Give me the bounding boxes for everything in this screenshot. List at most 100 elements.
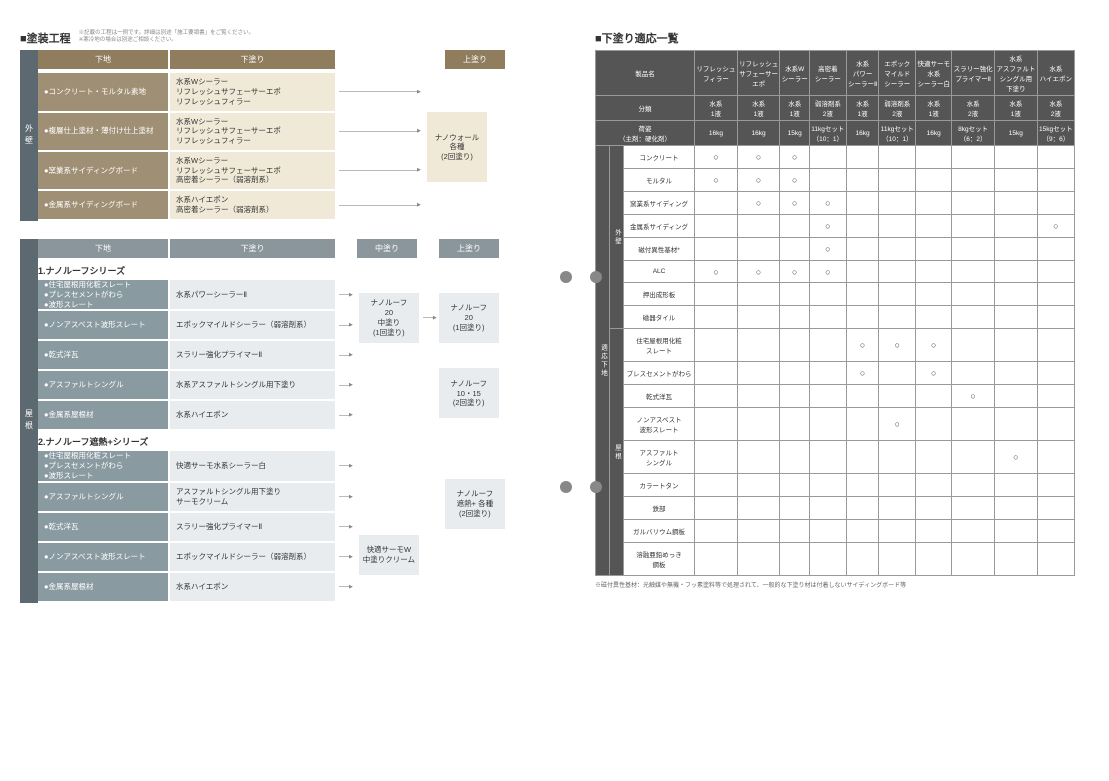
compat-cell	[916, 192, 952, 215]
compat-cell	[916, 261, 952, 283]
table-header: 11kgセット （10：1）	[879, 121, 916, 146]
compat-cell	[1037, 520, 1074, 543]
table-row: 押出成形板	[596, 283, 1075, 306]
compat-cell	[1037, 192, 1074, 215]
substrate-box: ●アスファルトシングル	[38, 483, 168, 511]
substrate-box: ●金属系サイディングボード	[38, 191, 168, 219]
left-subtitle: ※記載の工程は一例です。詳細は別途「施工要領書」をご覧ください。 ※寒冷地の場合…	[79, 30, 254, 44]
compat-cell	[879, 497, 916, 520]
col-substrate-r: 下地	[38, 239, 168, 258]
compat-cell	[809, 169, 846, 192]
table-header: 水系 1液	[846, 96, 879, 121]
compat-cell	[780, 283, 809, 306]
compat-cell	[1037, 329, 1074, 362]
wall-flow: 外壁 下地 下塗り 上塗り ●コンクリート・モルタル素地水系Wシーラーリフレッシ…	[20, 50, 575, 221]
compat-cell	[916, 385, 952, 408]
primer-box: 水系Wシーラーリフレッシュサフェーサーエポリフレッシュフィラー	[170, 73, 335, 110]
table-header: 16kg	[916, 121, 952, 146]
compat-cell: ○	[809, 238, 846, 261]
table-row: ALC○○○○	[596, 261, 1075, 283]
compat-cell	[879, 441, 916, 474]
table-header: 弱溶剤系 2液	[809, 96, 846, 121]
compat-cell	[1037, 283, 1074, 306]
compat-cell	[952, 283, 995, 306]
primer-box: 水系ハイエポン	[170, 401, 335, 429]
table-row: 屋根住宅屋根用化粧 スレート○○○	[596, 329, 1075, 362]
table-row: ノンアスベスト 波形スレート○	[596, 408, 1075, 441]
compat-cell	[916, 169, 952, 192]
compat-cell	[994, 474, 1037, 497]
compat-cell	[994, 362, 1037, 385]
compat-cell: ○	[737, 192, 780, 215]
row-name: 住宅屋根用化粧 スレート	[624, 329, 695, 362]
compat-cell	[879, 192, 916, 215]
table-header: 水系 1液	[737, 96, 780, 121]
compat-cell	[809, 497, 846, 520]
compat-cell	[952, 146, 995, 169]
compat-cell	[994, 543, 1037, 576]
compat-cell	[737, 520, 780, 543]
table-header: 水系 1液	[916, 96, 952, 121]
arrow-icon	[337, 113, 427, 150]
compat-cell	[1037, 306, 1074, 329]
compat-cell	[809, 474, 846, 497]
table-header: 11kgセット （10：1）	[809, 121, 846, 146]
substrate-box: ●複層仕上塗材・薄付け仕上塗材	[38, 113, 168, 150]
compat-cell	[737, 441, 780, 474]
primer-box: 水系ハイエポン	[170, 573, 335, 601]
row-name: 乾式洋瓦	[624, 385, 695, 408]
compat-cell	[780, 441, 809, 474]
compat-cell	[846, 192, 879, 215]
midcoat-box: ナノルーフ20中塗り(1回塗り)	[359, 293, 419, 343]
compat-cell	[695, 497, 738, 520]
compat-footnote: ※磁付異性基材：光触媒や無機・フッ素塗料等で処理されて、一般的な下塗り材は付着し…	[595, 580, 1075, 589]
compat-cell	[994, 169, 1037, 192]
roof-flow: 屋根 下地 下塗り 中塗り 上塗り 1.ナノルーフシリーズ ●住宅屋根用化粧スレ…	[20, 239, 575, 603]
compat-cell	[994, 283, 1037, 306]
group-label: 屋根	[610, 329, 624, 576]
primer-box: スラリー強化プライマーⅡ	[170, 513, 335, 541]
compat-cell	[952, 408, 995, 441]
primer-box: 水系ハイエポン高密着シーラー（弱溶剤系）	[170, 191, 335, 219]
compat-cell	[695, 283, 738, 306]
substrate-box: ●住宅屋根用化粧スレート●プレスセメントがわら●波形スレート	[38, 451, 168, 480]
primer-box: スラリー強化プライマーⅡ	[170, 341, 335, 369]
compat-cell	[809, 408, 846, 441]
compat-cell	[737, 306, 780, 329]
table-header: 荷姿 （主剤：硬化剤）	[596, 121, 695, 146]
compat-cell	[1037, 238, 1074, 261]
arrow-icon	[337, 451, 355, 480]
compat-cell	[1037, 497, 1074, 520]
compat-cell	[809, 543, 846, 576]
compat-cell	[1037, 408, 1074, 441]
arrow-icon	[337, 483, 355, 511]
compat-cell	[846, 474, 879, 497]
compat-cell	[952, 543, 995, 576]
compat-cell	[780, 408, 809, 441]
compat-cell: ○	[737, 146, 780, 169]
compat-cell	[952, 261, 995, 283]
compat-cell	[846, 306, 879, 329]
compat-cell	[916, 497, 952, 520]
compat-cell: ○	[1037, 215, 1074, 238]
table-header: リフレッシュ サフェーサー エポ	[737, 51, 780, 96]
compat-cell: ○	[809, 261, 846, 283]
arrow-icon	[337, 371, 355, 399]
dot-pair-1	[560, 270, 602, 288]
table-header: 分類	[596, 96, 695, 121]
row-name: ノンアスベスト 波形スレート	[624, 408, 695, 441]
compat-cell	[1037, 146, 1074, 169]
compat-cell	[809, 441, 846, 474]
compat-cell	[737, 385, 780, 408]
compat-cell	[846, 385, 879, 408]
compat-cell	[780, 474, 809, 497]
compat-cell	[780, 329, 809, 362]
arrow-icon	[337, 341, 355, 369]
compat-cell	[879, 362, 916, 385]
arrow-icon	[337, 191, 427, 219]
compat-cell: ○	[695, 169, 738, 192]
col-substrate: 下地	[38, 50, 168, 69]
compat-cell	[952, 238, 995, 261]
table-header: 水系 アスファルト シングル用 下塗り	[994, 51, 1037, 96]
table-row: プレスセメントがわら○○	[596, 362, 1075, 385]
